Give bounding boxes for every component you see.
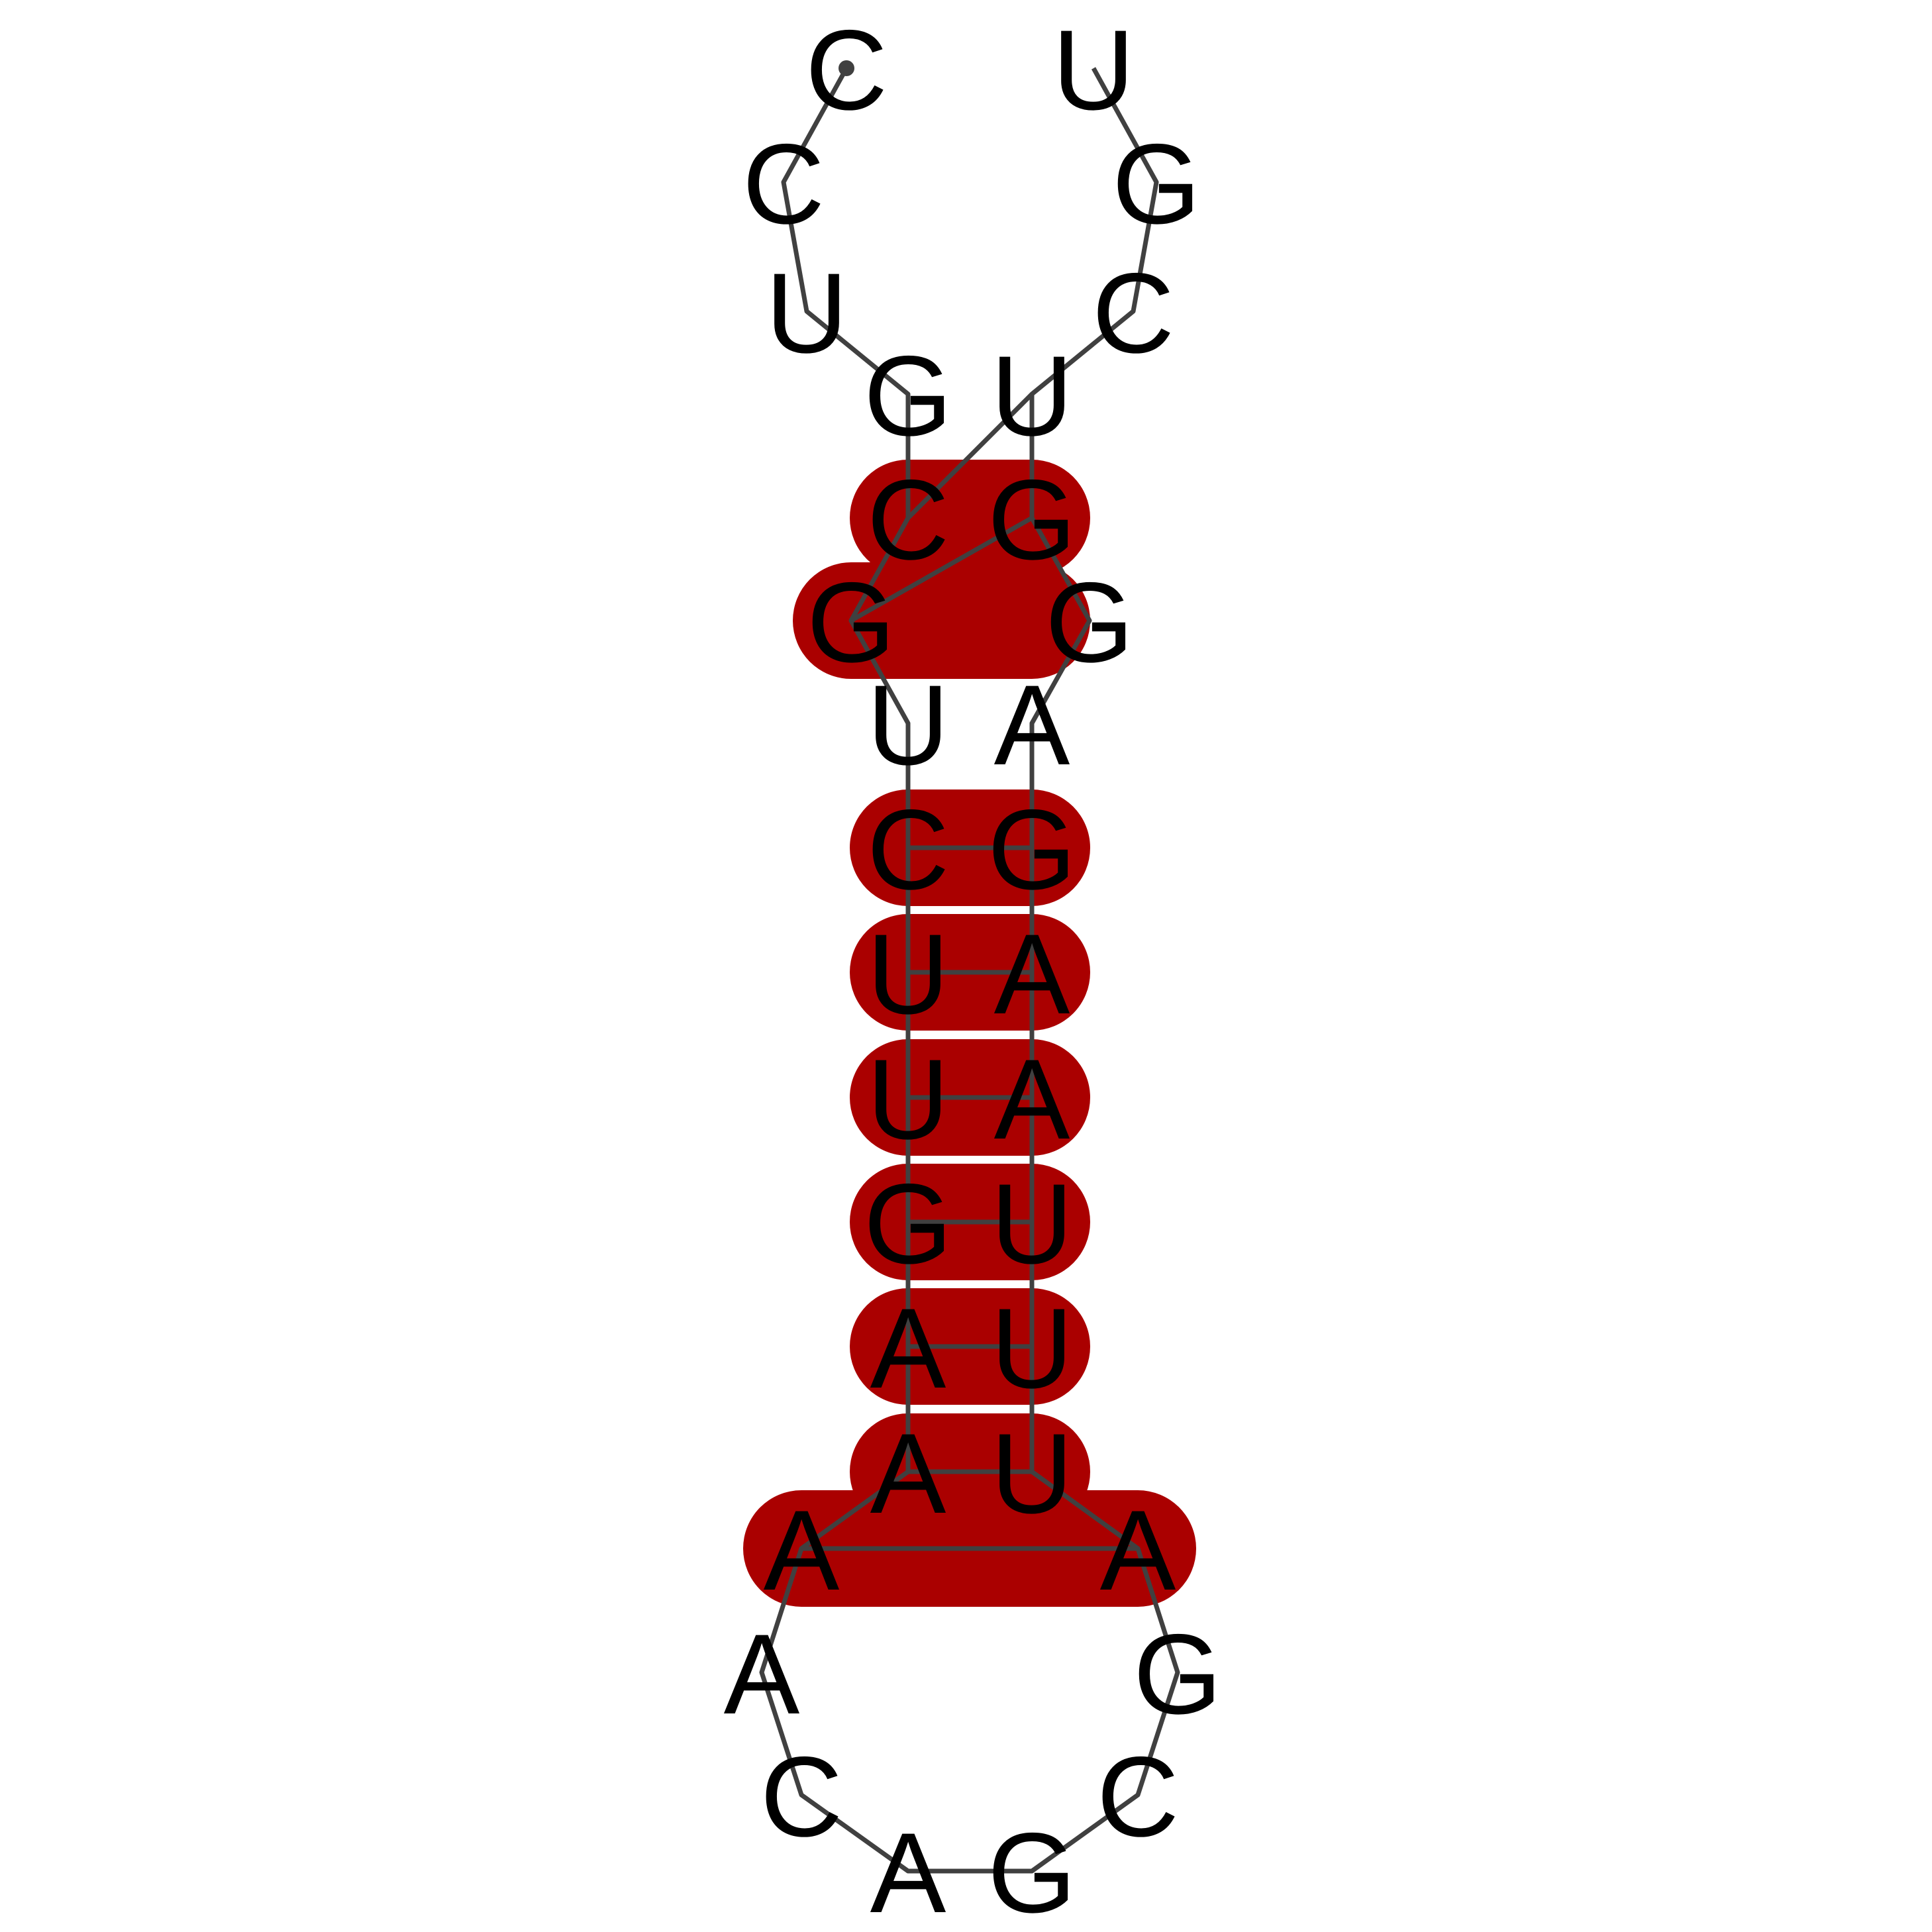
nucleotide-22: U (991, 1410, 1073, 1537)
nucleotide-30: G (988, 456, 1076, 584)
nucleotide-17: A (870, 1809, 946, 1932)
nucleotide-28: A (994, 662, 1070, 789)
nucleotide-24: U (991, 1160, 1073, 1288)
nucleotide-20: G (1133, 1611, 1222, 1738)
nucleotide-12: A (870, 1285, 946, 1412)
nucleotide-26: A (994, 911, 1070, 1038)
nucleotide-21: A (1100, 1487, 1176, 1614)
nucleotide-8: C (867, 786, 949, 913)
nucleotide-3: U (766, 250, 848, 377)
nucleotide-11: G (864, 1160, 952, 1288)
nucleotide-32: C (1092, 250, 1174, 377)
nucleotide-2: C (742, 121, 825, 248)
pair-bond-2 (850, 515, 1033, 623)
backbone (759, 60, 1180, 1874)
nucleotide-19: C (1097, 1733, 1179, 1860)
nucleotide-10: U (867, 1036, 949, 1163)
backbone-line (759, 67, 1180, 1874)
pair-bond-1 (906, 392, 1034, 520)
nucleotide-31: U (991, 332, 1073, 460)
nucleotide-4: G (864, 332, 952, 460)
nucleotide-18: G (988, 1809, 1076, 1932)
nucleotide-1: C (805, 7, 888, 134)
nucleotide-16: C (760, 1733, 842, 1860)
nucleotide-7: U (867, 662, 949, 789)
nucleotide-14: A (764, 1487, 840, 1614)
nucleotide-9: U (867, 911, 949, 1038)
nucleotide-5: C (867, 456, 949, 584)
nucleotide-13: A (870, 1410, 946, 1537)
nucleotide-27: G (988, 786, 1076, 913)
nucleotide-34: U (1052, 7, 1135, 134)
base-pair-bonds (801, 392, 1138, 1551)
nucleotide-25: A (994, 1036, 1070, 1163)
nucleotide-29: G (1045, 559, 1134, 686)
nucleotide-15: A (724, 1611, 800, 1738)
nucleotide-23: U (991, 1285, 1073, 1412)
nucleotide-6: G (807, 559, 895, 686)
nucleotide-33: G (1112, 121, 1201, 248)
five-prime-end-marker (839, 60, 854, 76)
